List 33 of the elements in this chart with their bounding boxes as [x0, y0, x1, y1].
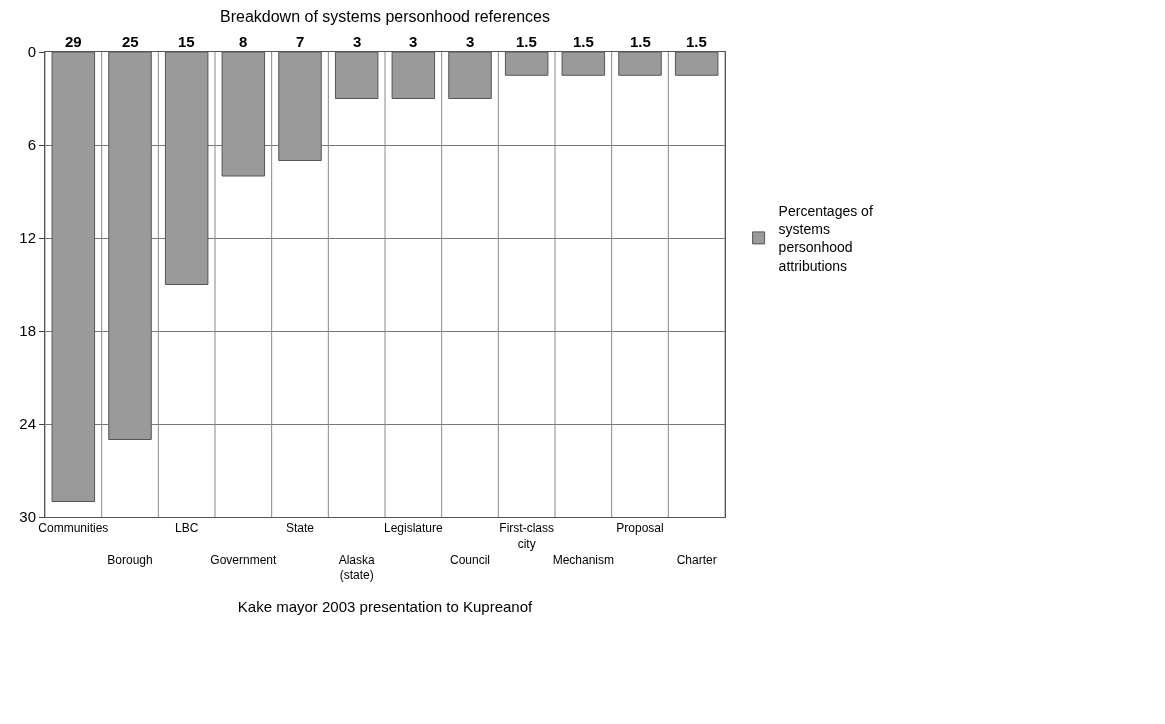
- y-tick-label: 24: [19, 415, 36, 433]
- x-tick-label: Communities: [38, 521, 109, 536]
- x-tick-label: Proposal: [616, 521, 664, 536]
- x-tick-label: Council: [449, 552, 491, 567]
- y-tick-label: 6: [27, 136, 36, 154]
- x-tick-label: First-class city: [499, 521, 555, 551]
- x-tick-label: Mechanism: [552, 552, 615, 567]
- data-label: 15: [178, 33, 195, 50]
- x-tick-label: Borough: [107, 552, 153, 567]
- data-label: 7: [296, 33, 305, 50]
- x-tick-label: Government: [210, 552, 278, 567]
- x-tick-label: State: [285, 521, 315, 536]
- data-label: 3: [409, 33, 418, 50]
- legend-label: Percentages of systems personhood attributions: [778, 203, 873, 274]
- x-tick-label: LBC: [175, 521, 199, 536]
- y-tick-label: 12: [19, 229, 36, 247]
- data-label: 1.5: [516, 33, 537, 50]
- x-tick-label: Legislature: [383, 521, 443, 536]
- data-label: 29: [65, 33, 82, 50]
- x-tick-label: Alaska (state): [338, 552, 375, 583]
- data-label: 3: [353, 33, 362, 50]
- data-label: 1.5: [573, 33, 594, 50]
- data-label: 25: [122, 33, 139, 50]
- x-tick-label: Charter: [676, 552, 717, 567]
- data-label: 3: [466, 33, 475, 50]
- x-axis-title: Kake mayor 2003 presentation to Kupreanof: [237, 598, 534, 616]
- data-label: 1.5: [630, 33, 651, 50]
- y-tick-label: 30: [19, 508, 36, 526]
- chart-title: Breakdown of systems personhood references: [220, 8, 550, 26]
- data-label: 1.5: [686, 33, 707, 50]
- data-label: 8: [239, 33, 248, 50]
- y-tick-label: 0: [27, 43, 36, 61]
- y-tick-label: 18: [19, 322, 36, 340]
